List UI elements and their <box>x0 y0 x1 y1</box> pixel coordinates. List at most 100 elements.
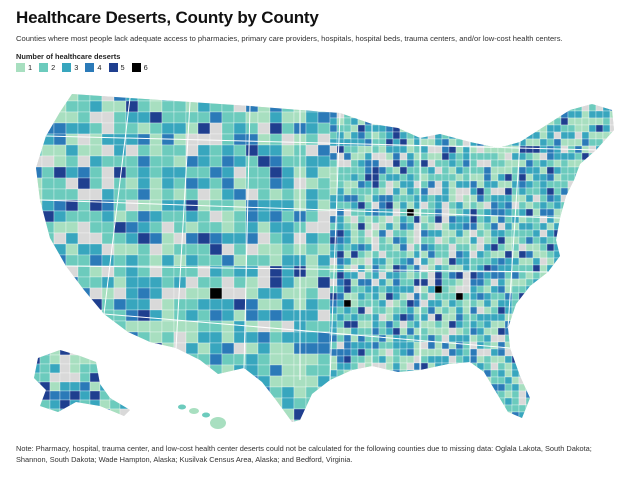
county-cell <box>257 232 271 245</box>
county-cell <box>281 353 295 366</box>
county-cell <box>305 375 319 388</box>
county-cell <box>532 180 541 189</box>
county-cell <box>567 236 576 245</box>
county-cell <box>364 187 373 196</box>
county-cell <box>89 100 103 113</box>
county-cell <box>269 375 283 388</box>
county-cell <box>462 166 471 175</box>
county-cell <box>469 278 478 287</box>
county-cell <box>59 381 71 392</box>
county-cell <box>490 236 499 245</box>
county-cell <box>455 418 464 422</box>
county-cell <box>343 411 352 420</box>
county-cell <box>317 364 331 377</box>
county-cell <box>455 397 464 406</box>
county-cell <box>476 376 485 385</box>
county-cell <box>371 390 380 399</box>
county-cell <box>385 180 394 189</box>
county-cell <box>233 111 247 124</box>
county-cell <box>281 166 295 179</box>
county-cell <box>497 376 506 385</box>
county-cell <box>483 250 492 259</box>
county-cell <box>581 397 590 406</box>
county-cell <box>574 278 583 287</box>
county-cell <box>602 334 611 343</box>
county-cell <box>385 306 394 315</box>
county-cell <box>497 166 506 175</box>
county-cell <box>385 201 394 210</box>
county-cell <box>567 180 576 189</box>
county-cell <box>149 232 163 245</box>
county-cell <box>378 278 387 287</box>
county-cell <box>89 309 103 322</box>
county-cell <box>595 208 604 217</box>
county-cell <box>392 418 401 422</box>
county-cell <box>455 152 464 161</box>
county-cell <box>113 94 127 102</box>
county-cell <box>197 298 211 311</box>
county-cell <box>490 306 499 315</box>
county-cell <box>49 363 61 374</box>
county-cell <box>317 287 331 300</box>
county-cell <box>392 292 401 301</box>
county-cell <box>399 243 408 252</box>
county-cell <box>364 145 373 154</box>
county-cell <box>532 362 541 371</box>
county-cell <box>609 124 614 133</box>
county-cell <box>441 411 450 420</box>
county-cell <box>588 180 597 189</box>
county-cell <box>560 166 569 175</box>
county-cell <box>378 201 387 210</box>
county-cell <box>504 250 513 259</box>
county-cell <box>173 408 187 421</box>
county-cell <box>448 404 457 413</box>
county-cell <box>448 327 457 336</box>
county-cell <box>399 229 408 238</box>
county-cell <box>448 369 457 378</box>
county-cell <box>420 390 429 399</box>
county-cell <box>469 411 478 420</box>
county-cell <box>406 222 415 231</box>
county-cell <box>329 257 338 266</box>
county-cell <box>357 355 366 364</box>
county-cell <box>602 110 611 119</box>
county-cell <box>574 117 583 126</box>
county-cell <box>609 264 614 273</box>
county-cell <box>532 194 541 203</box>
county-cell <box>595 138 604 147</box>
county-cell <box>101 364 115 377</box>
county-cell <box>399 292 408 301</box>
county-cell <box>221 331 235 344</box>
county-cell <box>553 369 562 378</box>
county-cell <box>343 299 352 308</box>
county-cell <box>343 236 352 245</box>
county-cell <box>350 355 359 364</box>
county-cell <box>125 331 139 344</box>
county-cell <box>595 257 604 266</box>
county-cell <box>350 320 359 329</box>
county-cell <box>343 152 352 161</box>
county-cell <box>65 221 79 234</box>
county-cell <box>364 313 373 322</box>
county-cell <box>257 408 271 421</box>
county-cell <box>357 292 366 301</box>
county-cell <box>101 331 115 344</box>
county-cell <box>588 124 597 133</box>
county-cell <box>476 271 485 280</box>
county-cell <box>455 243 464 252</box>
county-cell <box>617 125 624 132</box>
county-cell <box>39 372 51 383</box>
county-cell <box>525 131 534 140</box>
county-cell <box>602 285 611 294</box>
county-cell <box>476 94 485 98</box>
county-cell <box>420 131 429 140</box>
county-cell <box>392 236 401 245</box>
county-cell <box>137 331 151 344</box>
county-cell <box>469 138 478 147</box>
county-cell <box>602 348 611 357</box>
county-cell <box>399 159 408 168</box>
county-cell <box>65 133 79 146</box>
county-cell <box>406 285 415 294</box>
county-cell <box>385 187 394 196</box>
county-cell <box>602 250 611 259</box>
